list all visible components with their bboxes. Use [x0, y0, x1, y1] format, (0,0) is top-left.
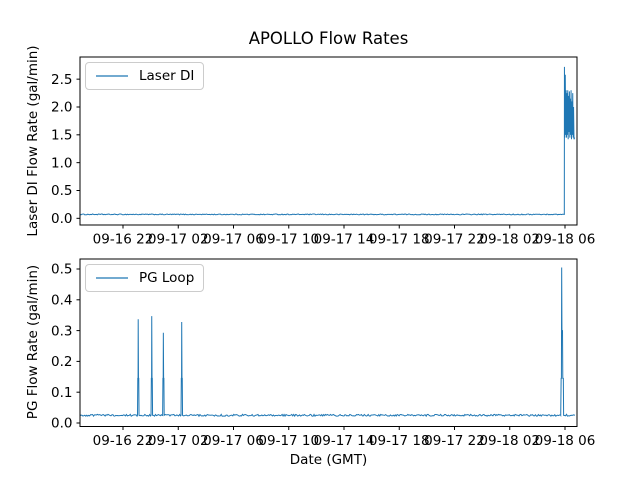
y-tick-label: 0.4 — [51, 293, 72, 309]
legend-laser-di: Laser DI — [85, 62, 205, 90]
legend-label: Laser DI — [139, 68, 195, 84]
x-tick-label: 09-17 14 — [314, 232, 375, 248]
bottom-y-axis-label: PG Flow Rate (gal/min) — [25, 264, 41, 420]
x-tick-label: 09-18 06 — [535, 433, 596, 449]
y-tick-label: 2.5 — [51, 72, 72, 88]
x-tick-label: 09-18 02 — [479, 433, 540, 449]
legend-label: PG Loop — [139, 270, 195, 286]
x-tick-label: 09-17 22 — [424, 232, 485, 248]
y-tick-label: 0.1 — [51, 385, 72, 401]
x-tick-label: 09-17 14 — [314, 433, 375, 449]
y-tick-label: 0.3 — [51, 323, 72, 339]
x-tick-label: 09-17 06 — [203, 433, 264, 449]
x-tick-label: 09-18 06 — [535, 232, 596, 248]
x-tick-label: 09-17 10 — [258, 232, 319, 248]
x-tick-label: 09-17 02 — [148, 433, 209, 449]
y-tick-label: 0.2 — [51, 354, 72, 370]
series-line-pg-loop — [80, 267, 576, 418]
chart-title: APOLLO Flow Rates — [248, 29, 409, 48]
legend-line-icon — [96, 75, 128, 77]
top-y-axis-label: Laser DI Flow Rate (gal/min) — [25, 45, 41, 237]
legend-line-icon — [96, 277, 128, 279]
y-tick-label: 0.0 — [51, 211, 72, 227]
x-tick-label: 09-17 18 — [369, 232, 430, 248]
y-tick-label: 1.0 — [51, 155, 72, 171]
series-line-laser-di — [80, 66, 576, 216]
x-tick-label: 09-16 22 — [93, 433, 154, 449]
x-tick-label: 09-16 22 — [93, 232, 154, 248]
plot-spines — [79, 258, 578, 427]
y-tick-label: 0.5 — [51, 183, 72, 199]
y-tick-label: 1.5 — [51, 128, 72, 144]
plot-spines — [79, 56, 578, 226]
y-tick-label: 0.0 — [51, 416, 72, 432]
x-tick-label: 09-17 10 — [258, 433, 319, 449]
y-tick-label: 0.5 — [51, 262, 72, 278]
legend-pg-loop: PG Loop — [85, 264, 205, 292]
x-tick-label: 09-18 02 — [479, 232, 540, 248]
x-tick-label: 09-17 06 — [203, 232, 264, 248]
y-tick-label: 2.0 — [51, 100, 72, 116]
x-tick-label: 09-17 02 — [148, 232, 209, 248]
x-tick-label: 09-17 18 — [369, 433, 430, 449]
x-axis-label: Date (GMT) — [289, 452, 368, 468]
x-tick-label: 09-17 22 — [424, 433, 485, 449]
